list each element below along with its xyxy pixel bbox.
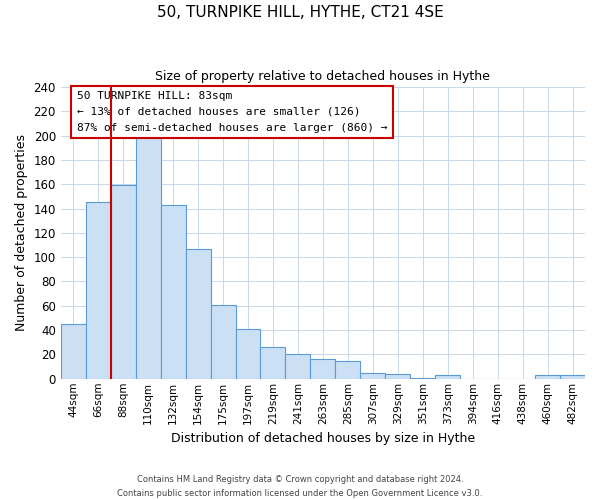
Text: Contains HM Land Registry data © Crown copyright and database right 2024.
Contai: Contains HM Land Registry data © Crown c…	[118, 476, 482, 498]
Bar	[86, 202, 111, 379]
Text: 50 TURNPIKE HILL: 83sqm
← 13% of detached houses are smaller (126)
87% of semi-d: 50 TURNPIKE HILL: 83sqm ← 13% of detache…	[77, 92, 387, 132]
Bar	[385, 374, 410, 379]
Bar	[361, 372, 385, 379]
Bar	[236, 329, 260, 379]
Bar	[185, 248, 211, 379]
Bar	[136, 136, 161, 379]
Bar	[161, 205, 185, 379]
Bar	[211, 304, 236, 379]
Title: Size of property relative to detached houses in Hythe: Size of property relative to detached ho…	[155, 70, 490, 83]
Bar	[435, 375, 460, 379]
Bar	[560, 375, 585, 379]
Bar	[286, 354, 310, 379]
Bar	[335, 360, 361, 379]
X-axis label: Distribution of detached houses by size in Hythe: Distribution of detached houses by size …	[171, 432, 475, 445]
Text: 50, TURNPIKE HILL, HYTHE, CT21 4SE: 50, TURNPIKE HILL, HYTHE, CT21 4SE	[157, 5, 443, 20]
Bar	[260, 347, 286, 379]
Bar	[410, 378, 435, 379]
Y-axis label: Number of detached properties: Number of detached properties	[15, 134, 28, 332]
Bar	[535, 375, 560, 379]
Bar	[61, 324, 86, 379]
Bar	[111, 186, 136, 379]
Bar	[310, 360, 335, 379]
